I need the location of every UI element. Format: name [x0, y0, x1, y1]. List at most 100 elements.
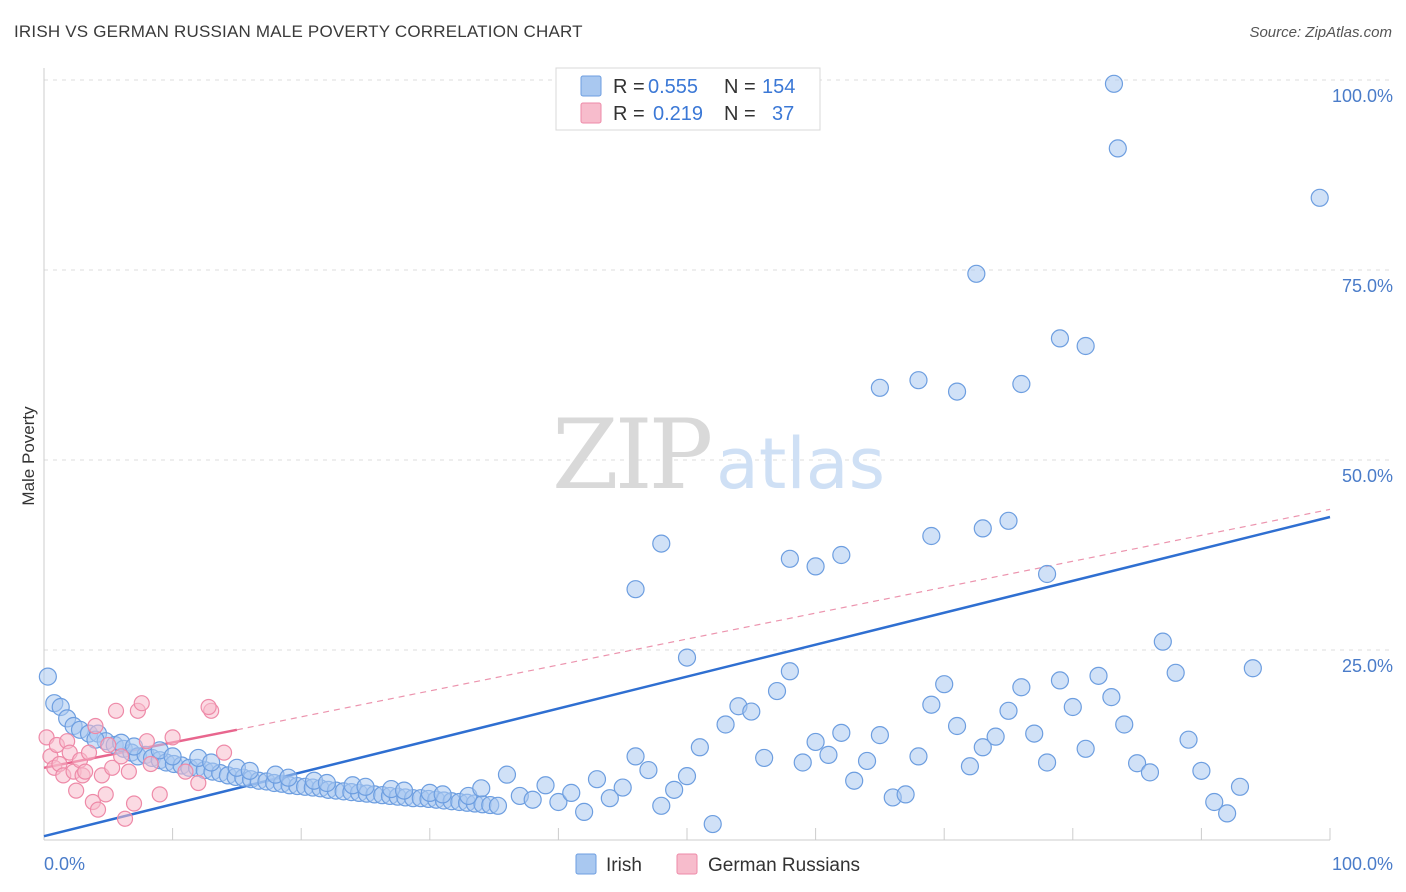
irish-point	[562, 783, 581, 802]
watermark-zip: ZIP	[552, 399, 711, 511]
x-tick-label: 0.0%	[44, 854, 85, 874]
irish-point	[780, 662, 799, 681]
irish-point	[523, 790, 542, 809]
irish-point	[1104, 74, 1124, 93]
german-russians-point	[151, 786, 168, 803]
irish-point	[317, 773, 337, 793]
german-russians-point	[87, 717, 104, 735]
bottom-legend-swatch-irish	[575, 853, 597, 875]
irish-point	[793, 753, 812, 772]
watermark: ZIP atlas	[552, 399, 885, 511]
irish-point	[1243, 659, 1262, 678]
irish-point	[652, 796, 671, 815]
irish-point	[716, 715, 735, 734]
irish-point	[755, 748, 774, 768]
german-russians-point	[77, 763, 94, 780]
irish-point	[1102, 688, 1121, 707]
irish-point	[909, 371, 928, 390]
irish-point	[857, 751, 877, 771]
irish-point	[780, 549, 799, 568]
german-russians-point	[100, 736, 117, 754]
irish-trend-line	[43, 515, 1331, 838]
legend-box: R = 0.555 N = 154 R = 0.219 N = 37	[555, 67, 821, 131]
irish-point	[600, 789, 619, 808]
irish-point	[626, 747, 645, 766]
x-tick-labels: 0.0% 100.0%	[44, 854, 1393, 874]
german-russians-point	[125, 795, 143, 812]
irish-point	[677, 767, 697, 786]
bottom-legend-label-german-russians: German Russians	[708, 855, 860, 876]
german-russians-point	[107, 702, 125, 719]
trend-lines	[43, 508, 1331, 838]
y-tick-label: 50.0%	[1342, 466, 1393, 486]
irish-point	[1127, 754, 1147, 773]
irish-point	[999, 701, 1018, 720]
german-russians-point	[80, 744, 98, 761]
irish-point	[922, 695, 941, 714]
legend-r-value: 0.555	[648, 76, 698, 98]
irish-point	[896, 785, 915, 804]
irish-point	[909, 747, 928, 766]
legend-r-value: 0.219	[653, 103, 703, 125]
irish-point	[575, 802, 594, 821]
irish-point	[767, 681, 787, 701]
irish-point	[356, 777, 375, 796]
irish-point	[549, 792, 568, 812]
irish-point	[1192, 761, 1211, 780]
irish-point	[1179, 730, 1198, 749]
x-tick-label: 100.0%	[1332, 854, 1393, 874]
irish-point	[1115, 715, 1134, 734]
irish-point	[639, 760, 658, 780]
irish-point	[613, 778, 632, 797]
legend-r-label: R =	[613, 76, 645, 98]
irish-point	[922, 526, 941, 546]
chart-source: Source: ZipAtlas.com	[1249, 24, 1392, 41]
chart-title: IRISH VS GERMAN RUSSIAN MALE POVERTY COR…	[14, 22, 583, 41]
irish-point	[967, 264, 986, 283]
irish-point	[1205, 792, 1224, 812]
german-russians-point	[120, 763, 137, 780]
irish-point	[999, 511, 1018, 530]
irish-point	[690, 738, 709, 757]
irish-point	[497, 765, 517, 784]
grid-lines	[44, 79, 1392, 651]
irish-point	[1050, 329, 1070, 348]
german-russians-point	[142, 755, 159, 773]
irish-point	[1230, 777, 1250, 796]
irish-point	[1012, 678, 1031, 697]
irish-point	[870, 726, 890, 745]
german-russians-point	[190, 774, 207, 792]
irish-point	[870, 378, 890, 397]
irish-point	[973, 519, 992, 538]
irish-point	[488, 796, 508, 815]
german-russians-point	[89, 801, 107, 818]
legend-swatch-german-russians	[580, 102, 602, 124]
irish-point	[652, 534, 671, 553]
german-russians-point	[138, 733, 155, 750]
german-russians-trend-dashed	[236, 508, 1331, 731]
legend-n-value: 154	[762, 76, 795, 98]
irish-point	[1108, 139, 1127, 158]
irish-point	[472, 779, 491, 798]
irish-point	[742, 702, 761, 721]
irish-point	[626, 580, 645, 599]
bottom-legend-label-irish: Irish	[606, 855, 642, 876]
legend-r-label: R =	[613, 103, 645, 125]
irish-point	[1037, 753, 1057, 772]
irish-point	[202, 753, 221, 772]
irish-point	[163, 747, 182, 766]
y-tick-label: 25.0%	[1342, 656, 1393, 676]
irish-point	[1089, 666, 1108, 685]
irish-point	[279, 768, 298, 787]
irish-point	[960, 757, 980, 776]
y-tick-label: 100.0%	[1332, 86, 1393, 106]
irish-point	[935, 675, 954, 694]
german-russians-point	[215, 744, 233, 761]
irish-point	[1076, 336, 1095, 356]
axes	[43, 68, 1331, 841]
legend-n-label: N =	[724, 76, 756, 98]
legend-n-value: 37	[772, 103, 794, 125]
y-axis-label: Male Poverty	[19, 406, 38, 506]
y-tick-label: 75.0%	[1342, 276, 1393, 296]
